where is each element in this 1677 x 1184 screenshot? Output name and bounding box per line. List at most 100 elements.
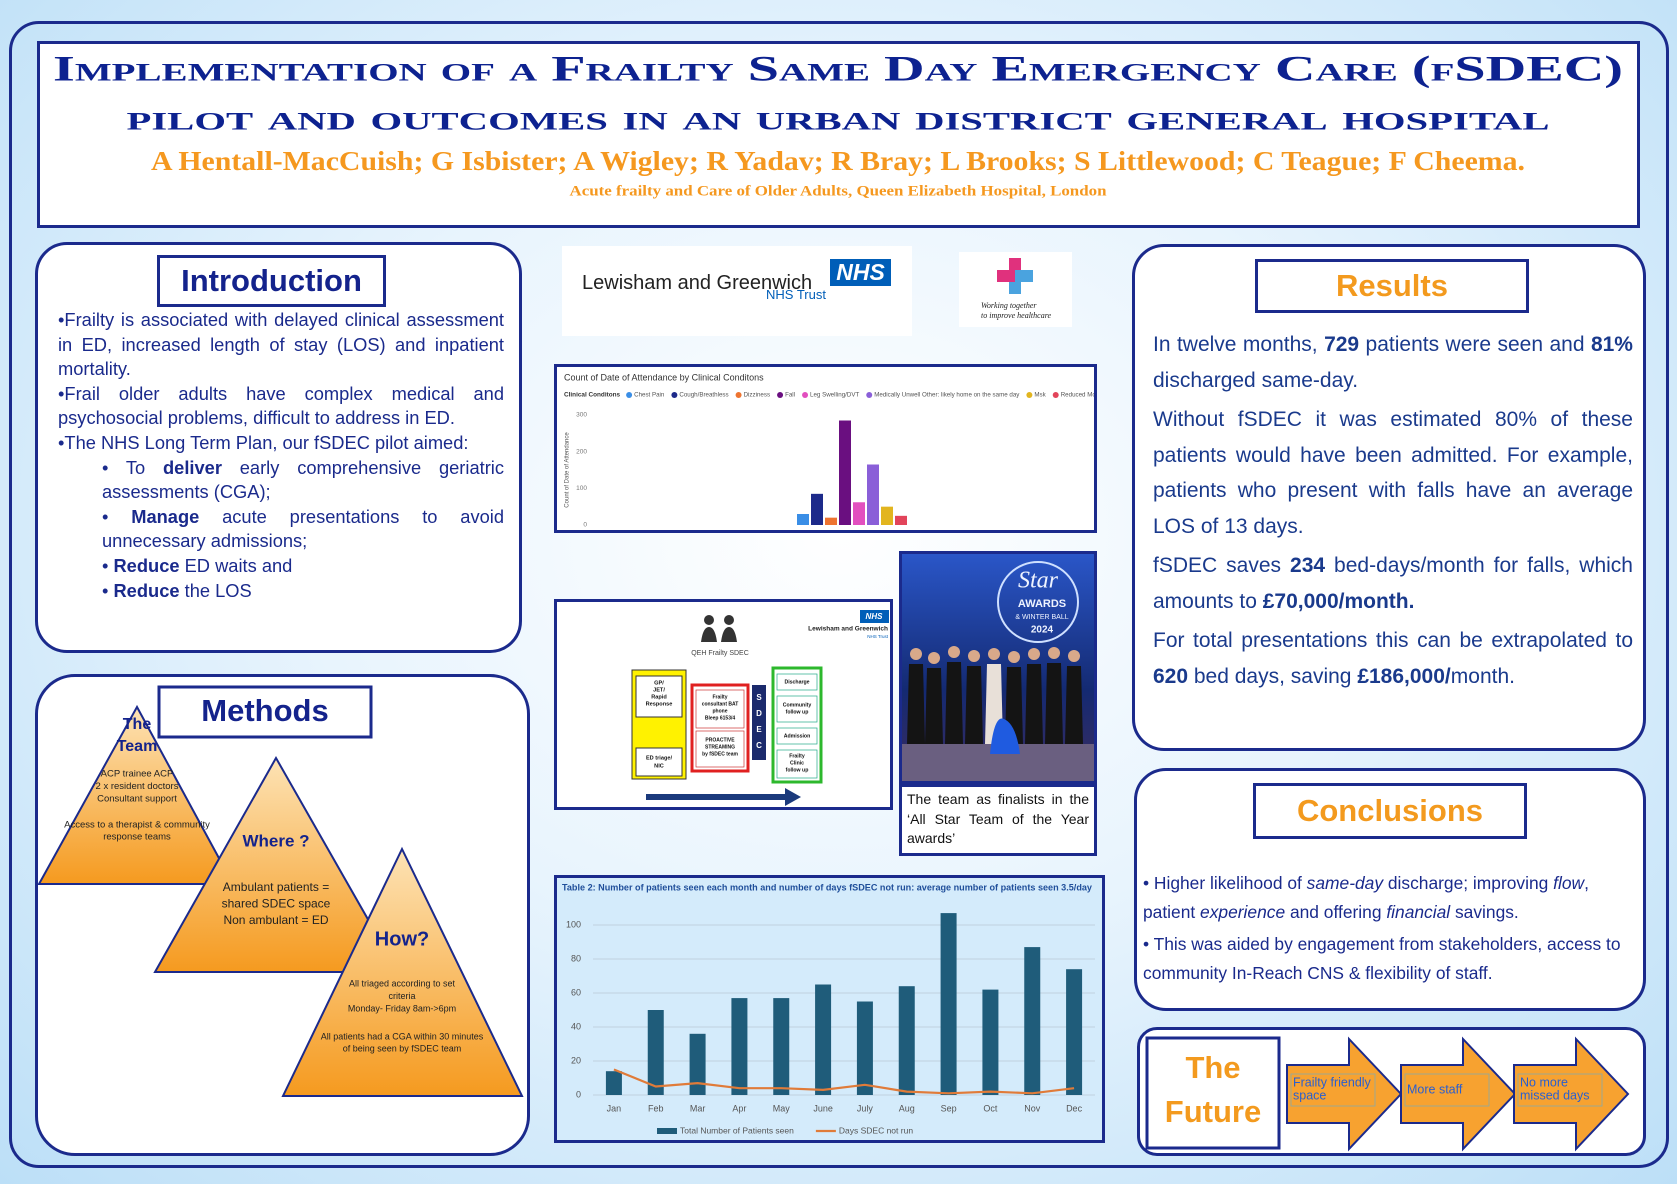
chart-title: Count of Date of Attendance by Clinical … bbox=[564, 372, 764, 382]
legend-label: Cough/Breathless bbox=[679, 392, 728, 399]
text-run: ED waits and bbox=[179, 554, 293, 576]
nhs-badge bbox=[860, 610, 889, 623]
future-step: missed days bbox=[1520, 1088, 1589, 1102]
y-tick-label: 0 bbox=[583, 522, 587, 529]
award-ring bbox=[997, 561, 1079, 643]
x-tick-label: Sep bbox=[941, 1103, 957, 1113]
y-tick-label: 60 bbox=[571, 987, 581, 997]
team-title: The bbox=[123, 716, 152, 733]
x-tick-label: Oct bbox=[983, 1103, 998, 1113]
intro-box: Introduction •Frailty is associated with… bbox=[35, 242, 522, 653]
how-line: All patients had a CGA within 30 minutes bbox=[321, 1031, 484, 1041]
unit-letter: D bbox=[756, 709, 762, 718]
pathway-panel: QEH Frailty SDEC NHS Lewisham and Greenwic… bbox=[554, 599, 893, 810]
outcome-item bbox=[776, 673, 818, 691]
text-run: the LOS bbox=[179, 579, 252, 601]
person-head bbox=[1048, 647, 1060, 659]
legend-label: Leg Swelling/DVT bbox=[810, 392, 859, 399]
x-tick-label: Dec bbox=[1066, 1103, 1083, 1113]
bar bbox=[815, 984, 832, 1095]
legend-marker bbox=[626, 392, 633, 398]
bar bbox=[982, 989, 999, 1095]
outcome-item bbox=[776, 749, 818, 779]
pathway-svg: QEH Frailty SDEC NHS Lewisham and Greenwic… bbox=[631, 610, 889, 806]
legend-marker bbox=[802, 392, 809, 398]
future-arrow bbox=[1400, 1036, 1517, 1152]
bold-run: Manage bbox=[131, 505, 200, 527]
motto: Working together bbox=[981, 301, 1037, 310]
person-body bbox=[1025, 664, 1043, 744]
where-title: Where ? bbox=[242, 831, 309, 850]
how-line: All triaged according to set bbox=[349, 978, 456, 988]
legend-label: Chest Pain bbox=[634, 392, 665, 399]
methods-box: Methods The Team ACP trainee ACP 2 x reside… bbox=[35, 674, 530, 1156]
team-line: Access to a therapist & community bbox=[64, 820, 210, 831]
bar bbox=[853, 502, 865, 525]
legend-label: Msk bbox=[1034, 392, 1046, 399]
y-tick-label: 300 bbox=[576, 412, 587, 419]
y-tick-label: 20 bbox=[571, 1055, 581, 1065]
team-triangle bbox=[37, 704, 235, 885]
future-arrow bbox=[1286, 1036, 1403, 1152]
text-run: • bbox=[102, 554, 114, 576]
italic-run: financial bbox=[1386, 902, 1451, 922]
outcome-label: Clinic bbox=[790, 760, 804, 766]
bar bbox=[881, 506, 893, 525]
y-tick-label: 0 bbox=[576, 1089, 581, 1099]
text-run: For total presentations this can be extr… bbox=[1153, 629, 1633, 652]
bar bbox=[895, 515, 907, 525]
conclusions-box: Conclusions • Higher likelihood of same-… bbox=[1134, 768, 1646, 1011]
person-head bbox=[910, 648, 922, 660]
outcome-label: Discharge bbox=[784, 679, 809, 685]
line bbox=[613, 1068, 1075, 1095]
title-line: Implementation of a Frailty Same Day Eme… bbox=[53, 48, 1623, 88]
italic-run: same-day bbox=[1306, 873, 1384, 893]
legend-label: Dizziness bbox=[744, 392, 770, 399]
unit-letter: S bbox=[756, 693, 762, 702]
person-head bbox=[948, 646, 960, 658]
how-title: How? bbox=[375, 928, 429, 950]
future-step: Frailty friendly bbox=[1293, 1075, 1372, 1089]
text-run: • To bbox=[102, 456, 163, 478]
motto: to improve healthcare bbox=[981, 311, 1052, 320]
paragraph: • To deliver early comprehensive geriatr… bbox=[102, 456, 504, 505]
intro-paragraphs: •Frailty is associated with delayed clin… bbox=[58, 308, 504, 456]
text-run: bed days, saving bbox=[1188, 664, 1358, 688]
unit-bar bbox=[752, 685, 766, 760]
legend-label: Days SDEC not run bbox=[839, 1125, 913, 1135]
person-body bbox=[1065, 666, 1083, 744]
bar bbox=[797, 514, 809, 525]
streaming-label: consultant BAT bbox=[702, 701, 739, 707]
outcome-label: Community bbox=[783, 702, 812, 708]
y-tick-label: 40 bbox=[571, 1021, 581, 1031]
figure-head bbox=[704, 615, 714, 625]
future-heading: Future bbox=[1165, 1094, 1261, 1129]
paragraph: •Frailty is associated with delayed clin… bbox=[58, 308, 504, 382]
streaming-item bbox=[695, 730, 745, 768]
bold-run: 729 bbox=[1324, 333, 1360, 356]
referral-item bbox=[635, 747, 683, 777]
paragraph: •The NHS Long Term Plan, our fSDEC pilot… bbox=[58, 431, 504, 456]
chart: Table 2: Number of patients seen each mo… bbox=[562, 882, 1095, 1135]
trust-sub: NHS Trust bbox=[867, 634, 889, 639]
referral-label: JET/ bbox=[653, 687, 665, 693]
bar bbox=[689, 1033, 706, 1095]
where-line: Non ambulant = ED bbox=[223, 913, 328, 927]
legend-marker bbox=[735, 392, 742, 398]
poster-frame bbox=[9, 21, 1669, 1168]
person-blue bbox=[990, 718, 1020, 754]
text-run: and offering bbox=[1285, 902, 1387, 922]
text-run: • Higher likelihood of bbox=[1143, 873, 1307, 893]
photo-svg: Star AWARDS & WINTER BALL 2024 bbox=[902, 554, 1094, 781]
future-step-frame bbox=[1404, 1073, 1490, 1107]
where-line: Ambulant patients = bbox=[223, 880, 329, 894]
motto-logo: Working together to improve healthcare bbox=[959, 252, 1072, 327]
legend-marker bbox=[671, 392, 678, 398]
text-run: • bbox=[102, 579, 114, 601]
x-tick-label: Aug bbox=[899, 1103, 915, 1113]
legend-label: Reduced Mobility/Weakness bbox=[1061, 392, 1094, 399]
paragraph: • Higher likelihood of same-day discharg… bbox=[1143, 869, 1643, 927]
bold-run: deliver bbox=[163, 456, 222, 478]
text-run: In twelve months, bbox=[1153, 333, 1325, 356]
